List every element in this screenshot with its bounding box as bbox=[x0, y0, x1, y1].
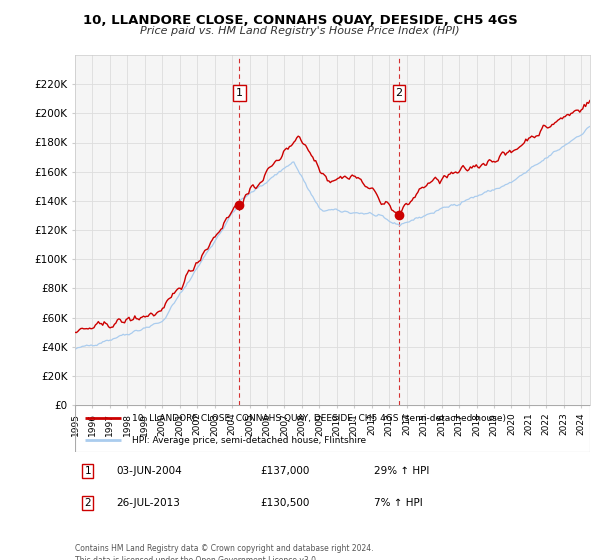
Text: 29% ↑ HPI: 29% ↑ HPI bbox=[374, 466, 429, 477]
Text: Price paid vs. HM Land Registry's House Price Index (HPI): Price paid vs. HM Land Registry's House … bbox=[140, 26, 460, 36]
Text: 7% ↑ HPI: 7% ↑ HPI bbox=[374, 498, 422, 508]
Text: 26-JUL-2013: 26-JUL-2013 bbox=[116, 498, 180, 508]
Text: £130,500: £130,500 bbox=[260, 498, 310, 508]
Text: Contains HM Land Registry data © Crown copyright and database right 2024.
This d: Contains HM Land Registry data © Crown c… bbox=[75, 544, 373, 560]
Text: 2: 2 bbox=[395, 88, 403, 98]
Text: 2: 2 bbox=[85, 498, 91, 508]
Text: 1: 1 bbox=[236, 88, 243, 98]
Text: 10, LLANDORE CLOSE, CONNAHS QUAY, DEESIDE, CH5 4GS: 10, LLANDORE CLOSE, CONNAHS QUAY, DEESID… bbox=[83, 14, 517, 27]
Text: 1: 1 bbox=[85, 466, 91, 477]
Text: 10, LLANDORE CLOSE, CONNAHS QUAY, DEESIDE, CH5 4GS (semi-detached house): 10, LLANDORE CLOSE, CONNAHS QUAY, DEESID… bbox=[131, 414, 506, 423]
Text: 03-JUN-2004: 03-JUN-2004 bbox=[116, 466, 182, 477]
Text: HPI: Average price, semi-detached house, Flintshire: HPI: Average price, semi-detached house,… bbox=[131, 436, 366, 445]
Text: £137,000: £137,000 bbox=[260, 466, 310, 477]
